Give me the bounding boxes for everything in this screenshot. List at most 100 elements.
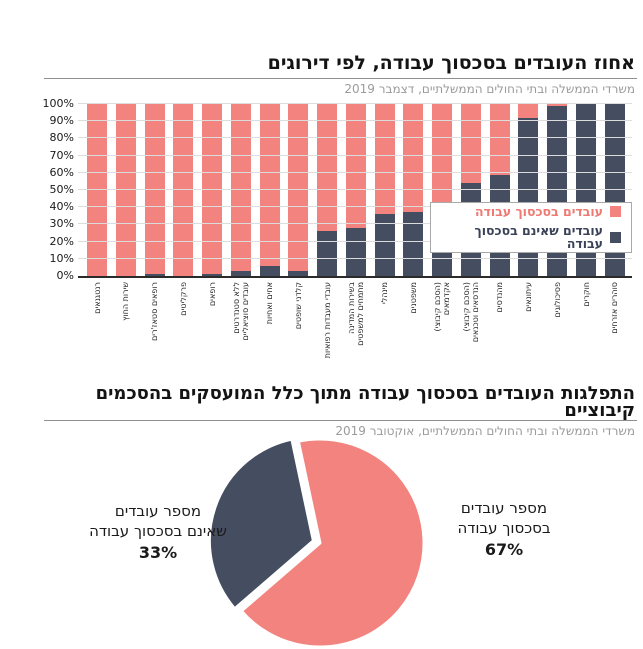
y-axis-tick-label: 50% (49, 183, 74, 196)
x-axis-label-cell: רופאים (202, 279, 222, 381)
y-axis-tick-label: 60% (49, 165, 74, 179)
x-axis-label-cell: מינהלי (375, 279, 395, 381)
gridline (78, 120, 632, 122)
bar-chart-title: אחוז העובדים בסכסוך עבודה, לפי דירוגים (267, 52, 635, 74)
legend-swatch-dark (610, 231, 621, 243)
bar-segment-not-in-dispute (317, 231, 338, 276)
gridline (78, 189, 632, 190)
gridline (78, 240, 632, 242)
stacked-bar (374, 104, 395, 276)
pie-slice-not-in-dispute (207, 437, 315, 611)
gridline (78, 103, 632, 104)
x-axis-label-cell: אחים ואחיות (260, 279, 280, 381)
pie-chart-subtitle: משרדי הממשלה ובתי החולים הממשלתיים, אוקט… (335, 424, 635, 438)
y-axis-tick-label: 20% (49, 234, 74, 248)
x-axis-label: שירות החוץ (121, 282, 131, 321)
x-axis-label: רנטגנאים (92, 282, 102, 314)
legend-label: עובדים בסכסוך עבודה (474, 204, 603, 219)
gridline (78, 223, 632, 225)
gridline (78, 137, 632, 139)
title-rule (44, 78, 637, 79)
stacked-bar (317, 104, 338, 276)
x-axis-label: משפטנים (408, 282, 418, 314)
pie-chart-title: התפלגות העובדים בסכסוך עבודה מתוך כלל המ… (95, 383, 635, 421)
bar-segment-not-in-dispute (288, 270, 309, 276)
x-axis-label: רופאים סטאז'רים (150, 282, 160, 341)
x-axis-label: בשירות המדינה מתמחים למשפטים (346, 282, 365, 346)
stacked-bar (259, 104, 280, 276)
y-axis-tick-label: 10% (49, 251, 74, 265)
x-axis-label-cell: מהנדסים (490, 279, 510, 381)
gridline (78, 206, 632, 208)
x-axis-label-cell: רופאים סטאז'רים (145, 279, 165, 381)
x-axis-label-cell: רנטגנאים (87, 279, 107, 381)
bar-segment-not-in-dispute (144, 274, 165, 276)
pie-chart (207, 437, 426, 649)
x-axis-label-cell: משפטנים (403, 279, 423, 381)
bar-segment-not-in-dispute (403, 212, 424, 276)
x-axis-label: קלדני שופטים (293, 282, 303, 330)
y-axis-tick-label: 70% (49, 148, 74, 162)
legend-item-not-in-dispute: עובדים שאינם בסכסוך עבודה (441, 224, 621, 250)
y-axis-tick-label: 90% (49, 114, 74, 128)
y-axis-tick-label: 100% (42, 97, 74, 110)
x-axis-label: מהנדסים (495, 282, 505, 313)
x-axis-label: פרקליטים (178, 282, 188, 316)
x-axis-label: עיתונאים (523, 282, 533, 312)
x-axis-label: מינהלי (380, 282, 390, 304)
y-axis-tick-label: 80% (49, 131, 74, 145)
x-axis-label-cell: (הסכם קיבוצי) הנדסאים וטכנאים (461, 279, 481, 381)
x-axis-label: (הסכם קיבוצי) אקדמאים (433, 282, 452, 332)
x-axis-label-cell: עובדי מעבדות רפואיות (317, 279, 337, 381)
x-axis-label: ללא סטנדרטים עובדים סוציאליים (231, 282, 250, 341)
x-axis-label: רופאים (207, 282, 217, 307)
x-axis-label-cell: סוהרים אזרחים (605, 279, 625, 381)
pie-value-in-dispute: 67% (484, 540, 524, 559)
gridline (78, 171, 632, 173)
legend-swatch-pink (610, 206, 621, 217)
stacked-bar (403, 104, 424, 276)
x-axis-label: פסיכולוגים (552, 282, 562, 318)
x-axis-label: (הסכם קיבוצי) הנדסאים וטכנאים (461, 282, 480, 343)
bar-chart-subtitle: משרדי הממשלה ובתי החולים הממשלתיים, דצמב… (344, 82, 635, 96)
title-rule (44, 420, 637, 421)
bar-segment-not-in-dispute (374, 214, 395, 276)
stacked-bar (144, 104, 165, 276)
x-axis-label-cell: בשירות המדינה מתמחים למשפטים (346, 279, 366, 381)
legend-label: עובדים שאינם בסכסוך עבודה (474, 223, 603, 251)
x-axis-label-cell: פרקליטים (173, 279, 193, 381)
gridline (78, 257, 632, 259)
x-axis-label-cell: עיתונאים (518, 279, 538, 381)
stacked-bar (173, 104, 194, 276)
x-axis-labels: רנטגנאים שירות החוץ רופאים סטאז'רים פרקליטי… (78, 279, 632, 381)
x-axis-label-cell: פסיכולוגים (547, 279, 567, 381)
x-axis-label: סוהרים אזרחים (610, 282, 620, 334)
x-axis-label-cell: שירות החוץ (116, 279, 136, 381)
x-axis-label-cell: קלדני שופטים (288, 279, 308, 381)
gridline (78, 154, 632, 156)
legend-item-in-dispute: עובדים בסכסוך עבודה (441, 205, 621, 218)
x-axis-label-cell: חוקרים (576, 279, 596, 381)
bar-segment-not-in-dispute (345, 227, 366, 276)
pie-value-not-in-dispute: 33% (138, 543, 178, 562)
stacked-bar (345, 104, 366, 276)
stacked-bar (87, 104, 107, 276)
pie-label-in-dispute: מספר עובדים בסכסוך עבודה (457, 499, 551, 537)
stacked-bar (115, 104, 136, 276)
pie-label-not-in-dispute: מספר עובדים שאינם בסכסוך עבודה (89, 502, 227, 540)
bar-segment-not-in-dispute (230, 270, 251, 276)
x-axis-label: חוקרים (581, 282, 591, 307)
x-axis-label-cell: ללא סטנדרטים עובדים סוציאליים (231, 279, 251, 381)
legend: עובדים בסכסוך עבודה עובדים שאינם בסכסוך … (430, 202, 632, 253)
stacked-bar (230, 104, 251, 276)
stacked-bar (288, 104, 309, 276)
bar-segment-not-in-dispute (202, 274, 223, 276)
stacked-bar (202, 104, 223, 276)
y-axis-tick-label: 40% (49, 200, 74, 214)
bar-segment-not-in-dispute (259, 265, 280, 276)
x-axis-label-cell: (הסכם קיבוצי) אקדמאים (432, 279, 452, 381)
x-axis-label: אחים ואחיות (265, 282, 275, 325)
pie-slice-in-dispute (239, 437, 426, 649)
x-axis-label: עובדי מעבדות רפואיות (322, 282, 332, 359)
